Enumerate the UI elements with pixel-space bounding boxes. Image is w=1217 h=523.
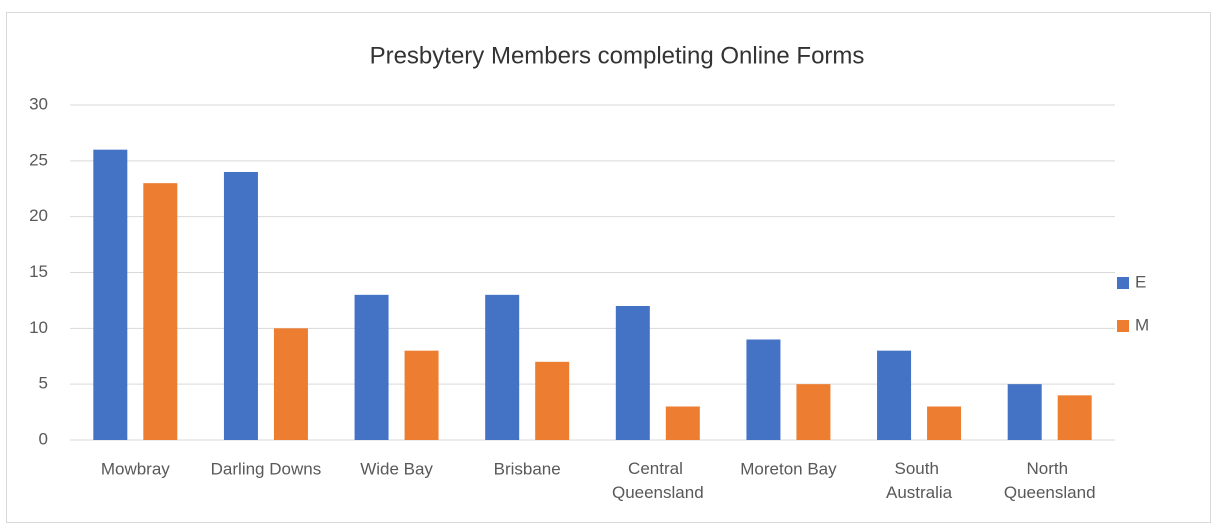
y-tick-label: 25 — [29, 150, 48, 169]
chart-border — [6, 12, 1211, 523]
bar — [927, 406, 962, 440]
x-tick-label: South Australia — [886, 459, 953, 502]
bar — [223, 172, 258, 440]
y-tick-label: 10 — [29, 318, 48, 337]
bar — [404, 350, 439, 440]
bar — [354, 294, 389, 440]
legend-swatch — [1117, 320, 1129, 332]
x-tick-label: Central Queensland — [612, 459, 704, 502]
x-tick-label: Darling Downs — [211, 459, 322, 478]
x-tick-label: Mowbray — [101, 459, 170, 478]
bar — [93, 149, 128, 440]
bar — [796, 384, 831, 440]
legend-label: E — [1135, 272, 1146, 291]
x-tick-label: Brisbane — [494, 459, 561, 478]
bar — [485, 294, 520, 440]
x-tick-label: Wide Bay — [360, 459, 433, 478]
y-tick-label: 15 — [29, 262, 48, 281]
bar — [535, 361, 570, 440]
bar — [746, 339, 781, 440]
chart-title: Presbytery Members completing Online For… — [370, 42, 865, 69]
bar — [1057, 395, 1092, 440]
bar — [615, 306, 650, 440]
x-tick-label: Moreton Bay — [740, 459, 837, 478]
y-tick-label: 5 — [39, 374, 48, 393]
legend-swatch — [1117, 277, 1129, 289]
y-tick-label: 30 — [29, 94, 48, 113]
y-tick-label: 0 — [39, 429, 48, 448]
bar — [143, 183, 178, 440]
bar — [877, 350, 912, 440]
bar — [665, 406, 700, 440]
bar — [1007, 384, 1042, 440]
x-tick-label: North Queensland — [1004, 459, 1096, 502]
y-tick-label: 20 — [29, 206, 48, 225]
bar — [273, 328, 308, 440]
legend-label: M — [1135, 315, 1149, 334]
